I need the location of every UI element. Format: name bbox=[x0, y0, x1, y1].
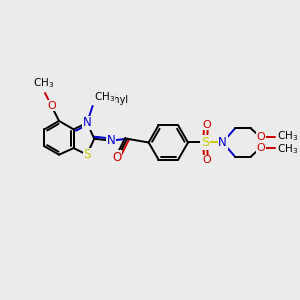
Text: N: N bbox=[218, 136, 227, 149]
Text: CH$_3$: CH$_3$ bbox=[32, 76, 54, 90]
Text: methyl: methyl bbox=[94, 95, 129, 105]
Text: S: S bbox=[83, 148, 91, 161]
Text: O: O bbox=[112, 151, 122, 164]
Text: O: O bbox=[257, 143, 266, 153]
Text: O: O bbox=[257, 132, 266, 142]
Text: O: O bbox=[47, 101, 56, 111]
Text: CH$_3$: CH$_3$ bbox=[94, 90, 115, 104]
Text: O: O bbox=[202, 155, 211, 165]
Text: N: N bbox=[82, 116, 91, 129]
Text: N: N bbox=[107, 134, 116, 147]
Text: S: S bbox=[201, 136, 209, 149]
Text: CH$_3$: CH$_3$ bbox=[277, 142, 298, 156]
Text: CH$_3$: CH$_3$ bbox=[277, 129, 298, 143]
Text: O: O bbox=[202, 120, 211, 130]
